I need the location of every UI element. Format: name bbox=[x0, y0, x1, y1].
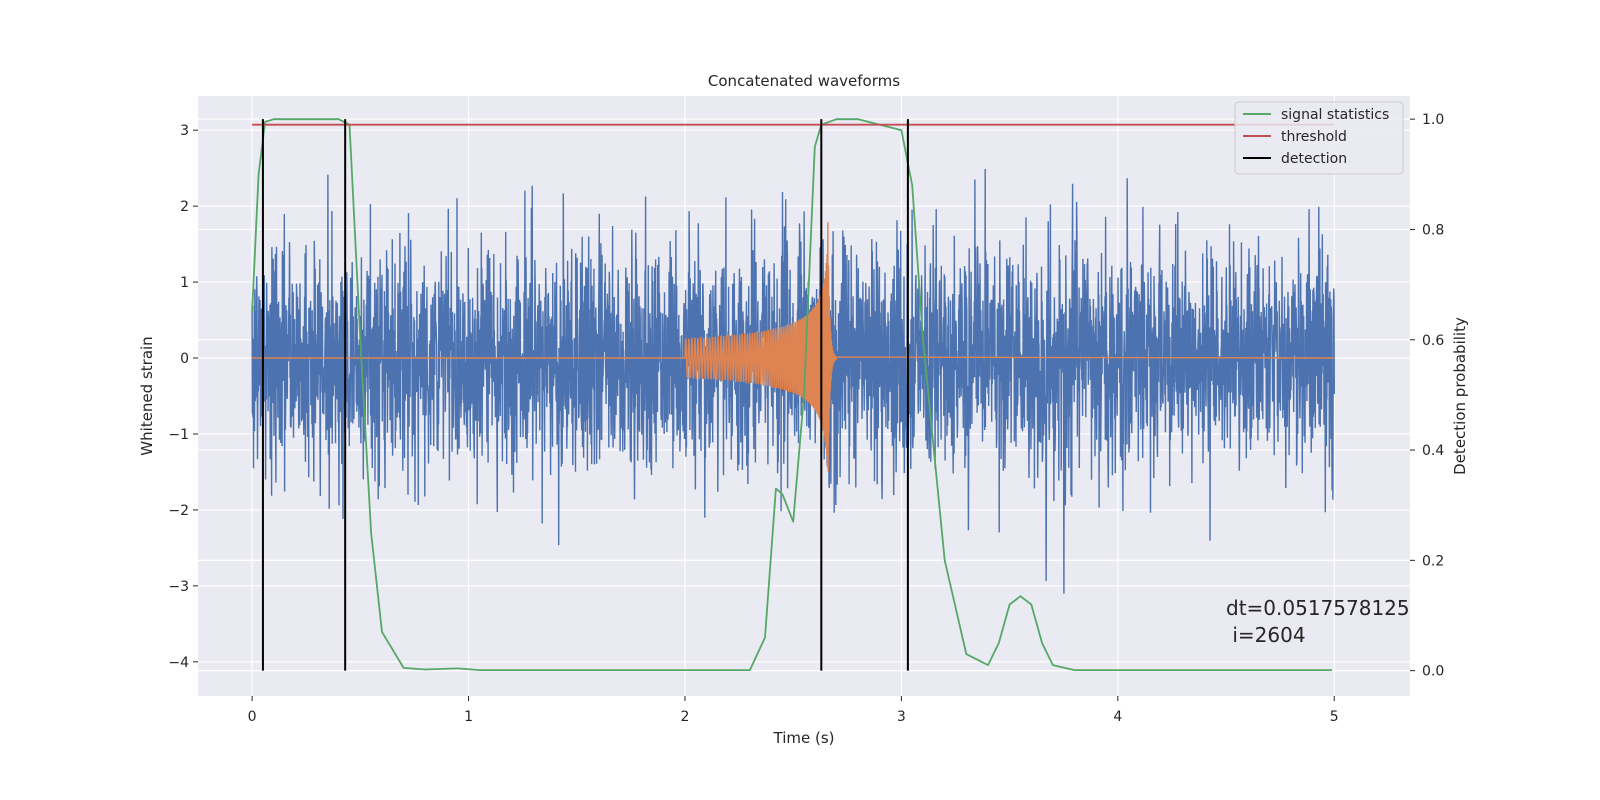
y2-tick-label: 0.8 bbox=[1422, 222, 1444, 238]
series-layer bbox=[251, 118, 1336, 671]
signal-statistics-line bbox=[251, 118, 1333, 671]
y2-tick-label: 0.2 bbox=[1422, 553, 1444, 569]
y-tick-label: 3 bbox=[180, 123, 189, 139]
legend-label: signal statistics bbox=[1281, 107, 1389, 123]
chart-title: Concatenated waveforms bbox=[708, 72, 900, 90]
legend-label: detection bbox=[1281, 151, 1347, 167]
y-tick-label: −2 bbox=[168, 503, 189, 519]
x-tick-label: 5 bbox=[1330, 709, 1339, 725]
y-tick-label: −3 bbox=[168, 579, 189, 595]
x-tick-label: 3 bbox=[897, 709, 906, 725]
legend: signal statistics threshold detection bbox=[1234, 101, 1404, 175]
legend-label: threshold bbox=[1281, 129, 1347, 145]
x-tick-label: 4 bbox=[1113, 709, 1122, 725]
annotation-i: i=2604 bbox=[1226, 623, 1306, 647]
y2-tick-label: 0.4 bbox=[1422, 443, 1444, 459]
legend-box bbox=[1234, 101, 1404, 175]
y-tick-label: 0 bbox=[180, 351, 189, 367]
y-tick-label: 1 bbox=[180, 275, 189, 291]
y-tick-label: 2 bbox=[180, 199, 189, 215]
x-axis-label: Time (s) bbox=[773, 729, 835, 747]
y2-tick-label: 0.0 bbox=[1422, 664, 1444, 680]
annotation-dt: dt=0.0517578125 bbox=[1226, 596, 1410, 620]
y2-tick-label: 0.6 bbox=[1422, 333, 1444, 349]
y-tick-label: −1 bbox=[168, 427, 189, 443]
y2-tick-label: 1.0 bbox=[1422, 112, 1444, 128]
y-tick-label: −4 bbox=[168, 655, 189, 671]
y2-axis-label: Detection probability bbox=[1451, 317, 1469, 475]
y-axis-label: Whitened strain bbox=[138, 336, 156, 455]
x-tick-label: 1 bbox=[464, 709, 473, 725]
x-tick-label: 0 bbox=[248, 709, 257, 725]
injected-signal-series bbox=[252, 222, 1335, 472]
axes: 0 1 2 3 4 5 −4 −3 −2 −1 0 1 2 3 0.0 0.2 0.4 0.6 0.8 1.0 bbox=[168, 112, 1444, 725]
x-tick-label: 2 bbox=[681, 709, 690, 725]
